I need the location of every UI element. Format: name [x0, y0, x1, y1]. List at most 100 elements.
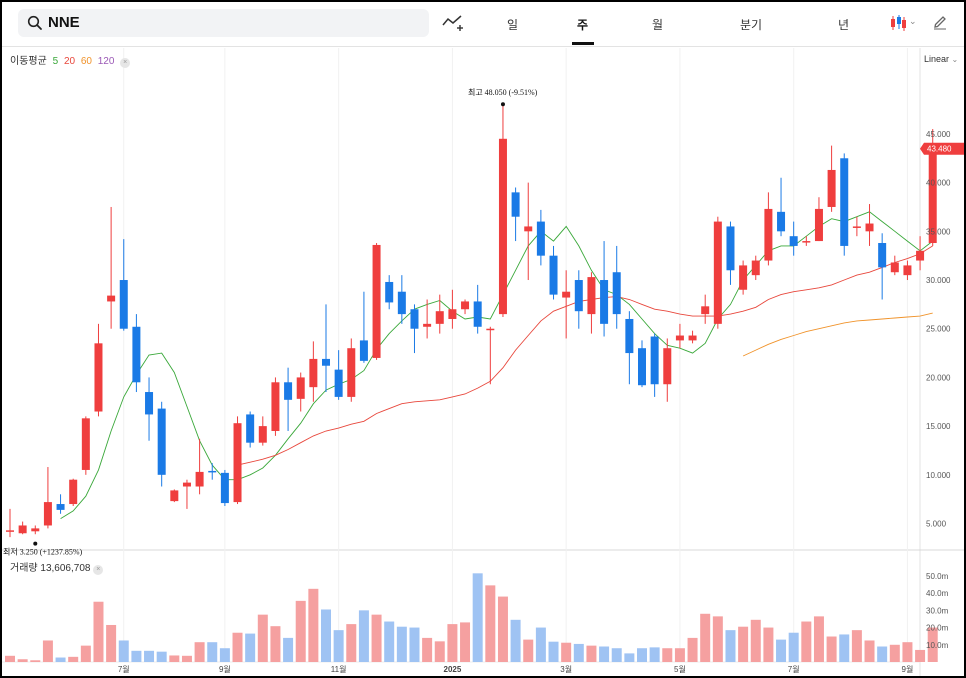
- y-tick-label: 45.000: [926, 130, 951, 139]
- pencil-icon[interactable]: [932, 14, 948, 30]
- x-tick-label: 9월: [219, 664, 231, 674]
- volume-bar: [548, 641, 559, 662]
- ma-legend: 이동평균 5 20 60 120 ×: [10, 52, 133, 68]
- candle-body: [6, 530, 14, 532]
- volume-tick-label: 30.0m: [926, 606, 949, 615]
- candle-body: [840, 158, 849, 246]
- x-tick-label: 3월: [560, 664, 572, 674]
- ma-legend-label: 이동평균: [10, 56, 47, 67]
- volume-tick-label: 50.0m: [926, 572, 949, 581]
- candle-body: [31, 528, 40, 532]
- ma20-line: [237, 245, 933, 466]
- volume-bar: [144, 650, 155, 662]
- current-price-tag: [920, 142, 964, 155]
- y-tick-label: 15.000: [926, 422, 951, 431]
- scale-mode-select[interactable]: Linear ⌄: [924, 54, 958, 64]
- ma20-legend[interactable]: 20: [63, 56, 76, 67]
- candle-body: [675, 335, 684, 341]
- y-tick-label: 40.000: [926, 179, 951, 188]
- candle-body: [549, 255, 558, 295]
- volume-bar: [813, 616, 824, 662]
- volume-bar: [17, 659, 28, 662]
- candle-body: [94, 343, 103, 412]
- close-icon[interactable]: ×: [120, 58, 131, 68]
- chevron-down-icon[interactable]: ⌄: [909, 16, 917, 26]
- ma120-legend[interactable]: 120: [97, 56, 115, 67]
- close-icon[interactable]: ×: [93, 565, 104, 575]
- volume-bar: [156, 651, 167, 662]
- volume-bar: [194, 642, 205, 662]
- volume-bar: [472, 573, 483, 662]
- volume-bar: [308, 588, 319, 662]
- volume-bar: [523, 639, 534, 662]
- chevron-down-icon: ⌄: [951, 55, 959, 64]
- candle-body: [751, 260, 760, 276]
- tab-day[interactable]: 일: [507, 18, 519, 32]
- candlestick-type-icon[interactable]: [889, 14, 907, 32]
- candle-body: [625, 318, 634, 354]
- search-query[interactable]: NNE: [48, 14, 80, 31]
- candle-body: [852, 226, 861, 228]
- volume-bar: [434, 641, 445, 662]
- volume-bar: [611, 648, 622, 662]
- candle-body: [928, 148, 937, 244]
- volume-bar: [106, 624, 117, 662]
- ma5-legend[interactable]: 5: [52, 56, 59, 67]
- volume-bar: [662, 648, 673, 662]
- volume-value: 13,606,708: [40, 563, 91, 574]
- volume-bar: [776, 639, 787, 662]
- volume-bar: [510, 619, 521, 662]
- y-tick-label: 5.000: [926, 520, 947, 529]
- volume-bar: [131, 650, 142, 662]
- scale-mode-label: Linear: [924, 54, 950, 64]
- y-tick-label: 25.000: [926, 325, 951, 334]
- candle-body: [777, 211, 786, 232]
- candle-body: [663, 348, 672, 385]
- candle-body: [397, 291, 406, 315]
- volume-bar: [573, 643, 584, 662]
- tab-month[interactable]: 월: [652, 18, 664, 32]
- candle-body: [423, 323, 432, 327]
- search-box[interactable]: NNE: [18, 9, 429, 37]
- candle-body: [119, 280, 128, 329]
- candle-body: [296, 377, 305, 399]
- candle-body: [359, 340, 368, 361]
- candle-body: [69, 479, 78, 505]
- candle-body: [814, 208, 823, 242]
- tab-quarter[interactable]: 분기: [740, 18, 763, 32]
- candle-body: [309, 358, 318, 388]
- volume-bar: [763, 627, 774, 662]
- volume-bar: [346, 624, 357, 662]
- volume-bar: [637, 648, 647, 662]
- candle-body: [764, 208, 773, 261]
- high-marker: [500, 102, 505, 107]
- x-tick-label: 11월: [331, 664, 347, 674]
- candle-body: [372, 244, 381, 358]
- candle-body: [865, 223, 874, 232]
- ma60-legend[interactable]: 60: [80, 56, 92, 67]
- candle-body: [802, 241, 811, 243]
- volume-bar: [5, 655, 15, 662]
- candle-body: [878, 243, 887, 268]
- candle-body: [574, 280, 583, 312]
- tab-week[interactable]: 주: [577, 18, 589, 32]
- volume-bar: [295, 600, 306, 662]
- candle-body: [473, 301, 482, 327]
- y-tick-label: 30.000: [926, 276, 951, 285]
- volume-bar: [93, 601, 104, 662]
- tab-year[interactable]: 년: [838, 18, 850, 32]
- candle-body: [587, 277, 596, 315]
- volume-label: 거래량: [10, 563, 38, 574]
- volume-bar: [599, 646, 610, 662]
- trend-line-icon[interactable]: [442, 14, 464, 32]
- volume-bar: [839, 634, 850, 662]
- volume-bar: [788, 632, 799, 662]
- volume-bar: [181, 655, 192, 662]
- volume-bar: [915, 649, 926, 662]
- x-tick-label: 7월: [788, 664, 800, 674]
- candle-body: [650, 336, 659, 385]
- volume-bar: [725, 630, 736, 662]
- candle-body: [157, 408, 166, 475]
- x-tick-label: 2025: [444, 665, 462, 674]
